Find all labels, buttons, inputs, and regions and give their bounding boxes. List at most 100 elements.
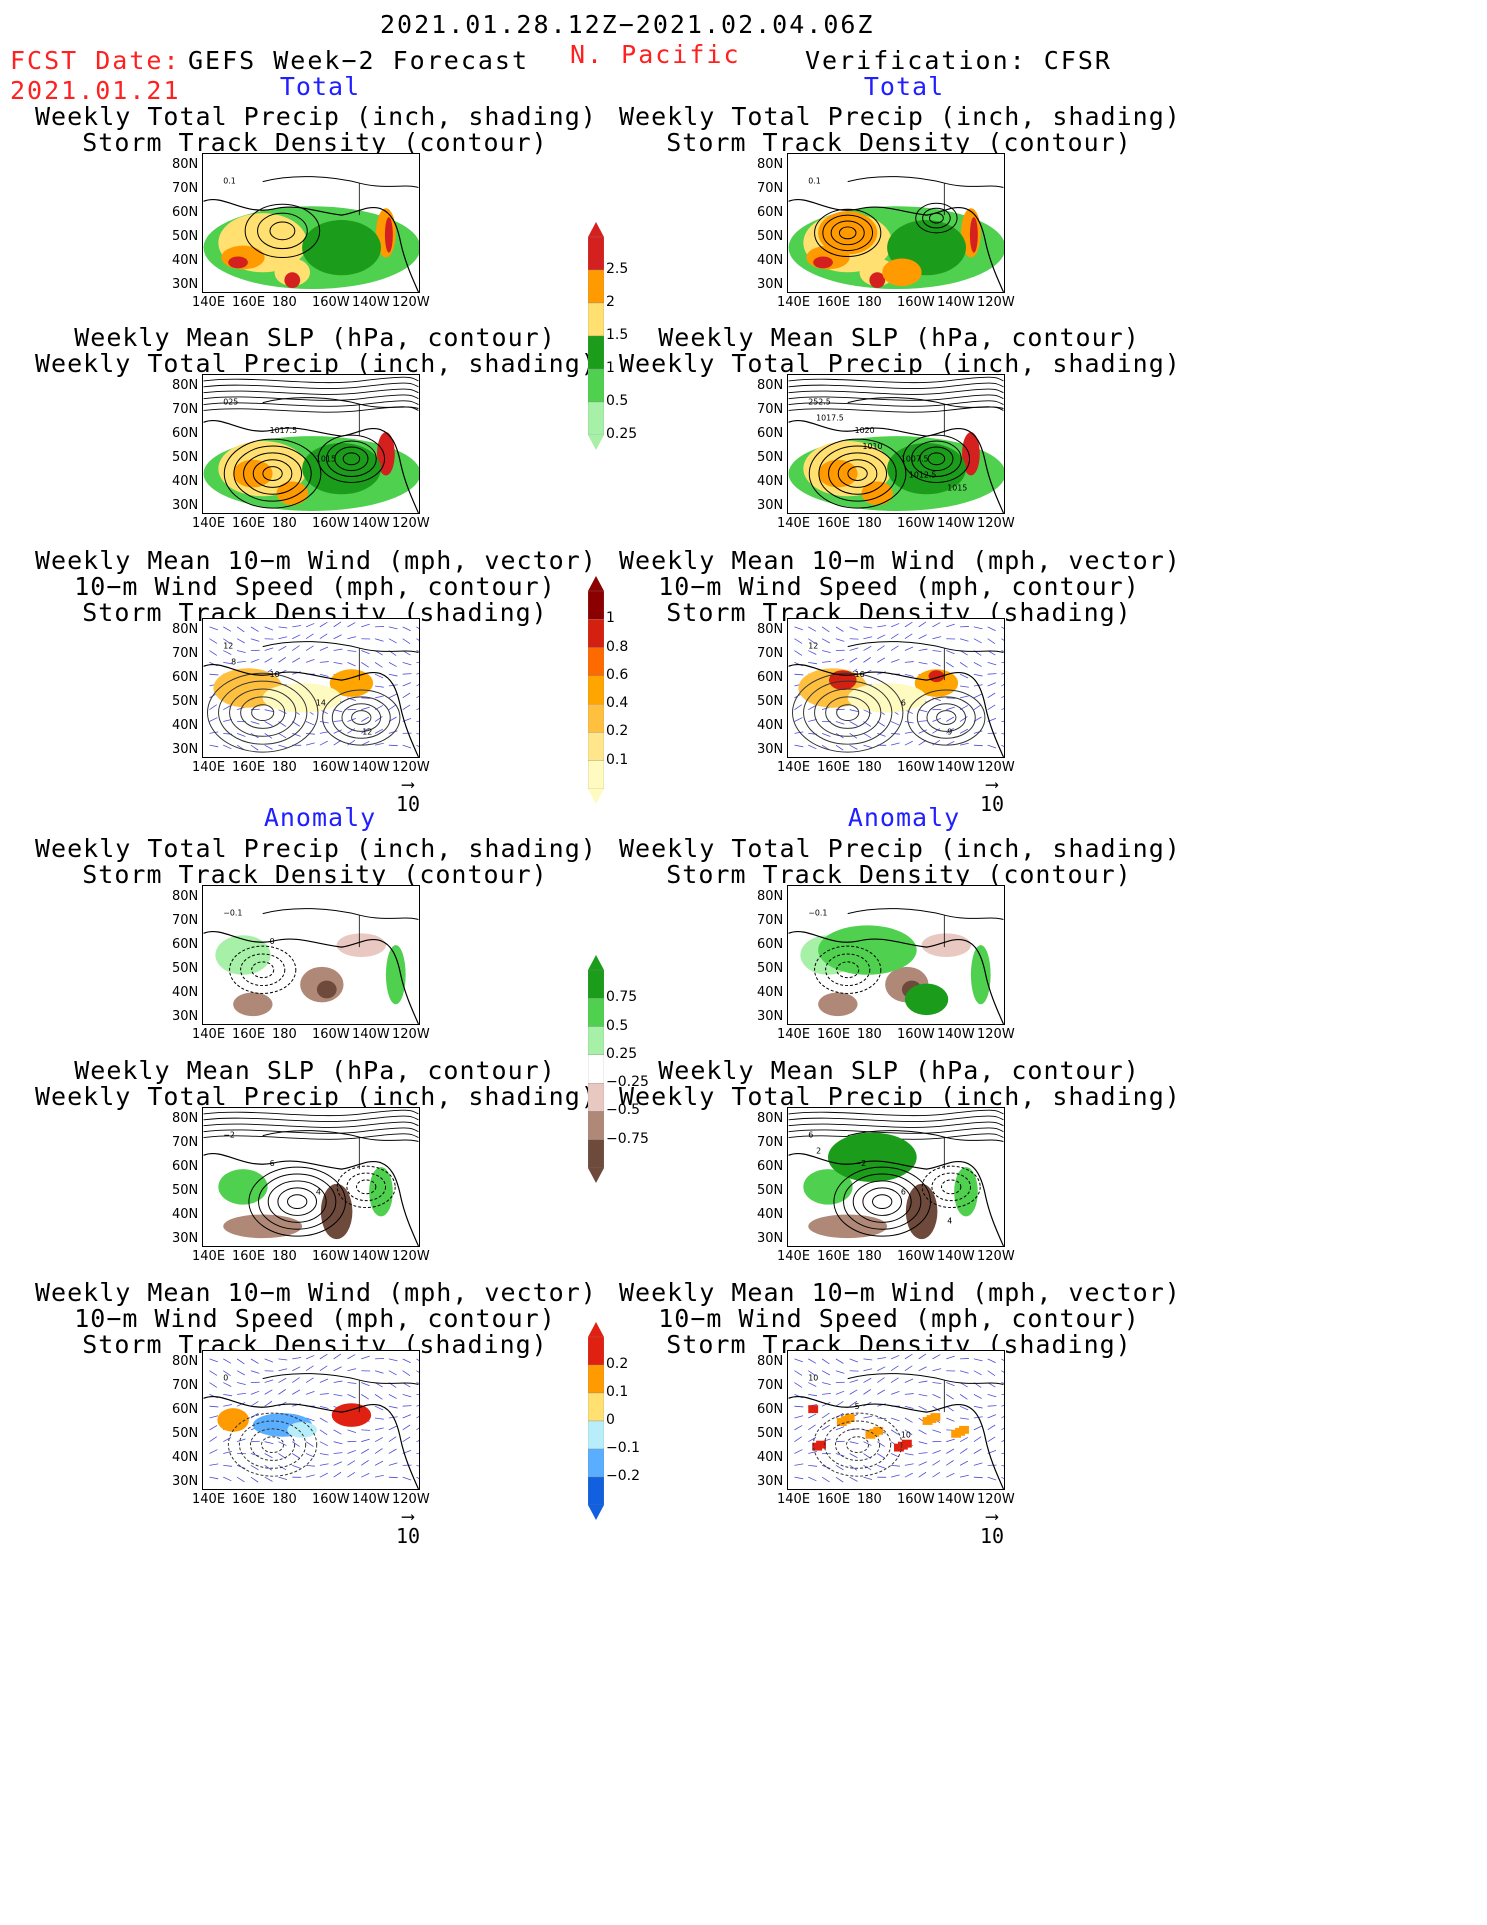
wind-speed-contour [229,688,297,737]
wind-vector [918,720,928,722]
lat-tick-label: 50N [757,1183,784,1198]
contour-label: 14 [316,699,326,708]
contour-label: 12 [808,642,818,651]
colorbar-storm-anom: 0.2 0.1 0 −0.1 −0.2 [587,1322,640,1520]
wind-vector [209,1382,218,1388]
wind-vector [918,1380,928,1383]
title-line: 10−m Wind Speed (mph, contour) [658,1304,1140,1333]
wind-vector [278,626,288,629]
colorbar-precip-total: 2.5 2 1.5 1 0.5 0.25 [587,222,637,450]
wind-vector [416,1416,419,1419]
map-canvas: −0.1 [787,885,1005,1025]
wind-vector [808,1437,817,1443]
wind-vector [388,744,398,747]
lat-tick-label: 80N [757,889,784,904]
wind-vector [1001,1416,1004,1419]
wind-vector [808,1370,816,1377]
lon-tick-label: 140E [192,1249,226,1264]
wind-vector [388,730,398,734]
verification-title: Verification: CFSR [805,46,1112,75]
colorbar-tick-label: 0.25 [606,426,638,442]
wind-vector [250,1465,259,1471]
contour-label: 1015 [947,483,967,492]
colorbar-tick-label: 0.1 [606,1384,629,1400]
wind-vector [932,1471,941,1478]
contour-label: 10 [901,1431,911,1440]
wind-vector [416,1440,419,1443]
wind-vector [973,673,983,677]
slp-anom-isobar [788,1133,1004,1140]
wind-vector [236,626,245,633]
wind-vector [904,721,914,724]
wind-vector [347,728,356,734]
wind-vector [932,1405,941,1412]
wind-vector [374,1370,384,1374]
lat-tick-label: 80N [757,622,784,637]
wind-vector [347,1450,356,1454]
wind-vector [959,638,969,642]
wind-vector [808,718,817,722]
wind-vector [959,728,969,734]
arctic-coastline [847,1130,1004,1142]
wind-vector [821,638,831,644]
lat-tick-label: 80N [757,157,784,172]
wind-vector [223,705,232,711]
map-panel-cfsr-precip-total: 0.1 80N 70N 60N 50N 40N 30N 140E 160E 180 160W 140W… [757,153,1015,310]
wind-vector [402,626,411,632]
wind-vector [333,1441,343,1445]
wind-vector [264,1465,273,1471]
wind-vector [209,1449,218,1454]
wind-vector [904,646,914,651]
wind-vector [361,741,370,746]
wind-vector [223,638,231,645]
slp-anom-isobar [788,1121,1004,1128]
wind-vector [361,662,369,668]
wind-vector [808,1358,817,1364]
title-line: Weekly Total Precip (inch, shading) [35,834,597,863]
lon-tick-label: 140E [192,1027,226,1042]
lon-tick-label: 160W [897,295,935,310]
wind-vector [835,744,844,751]
wind-speed-contour [251,704,275,722]
title-line: Weekly Total Precip (inch, shading) [619,834,1181,863]
section-anomaly-cfsr: Anomaly [847,803,961,832]
lon-tick-label: 160W [312,760,350,775]
wind-vector [918,621,927,628]
wind-vector [278,1368,288,1372]
wind-vector [250,1370,260,1374]
colorbar-canvas [587,1322,605,1520]
lon-tick-label: 160W [312,516,350,531]
wind-vector [209,1405,219,1408]
slp-isobar [902,434,971,483]
wind-vector [849,626,859,631]
slp-anom-isobar [843,1173,922,1230]
lon-tick-label: 180 [272,1492,297,1507]
wind-vector [918,1429,927,1435]
wind-vector [821,744,830,751]
wind-vector [264,626,274,631]
wind-vector [209,731,219,734]
title-line: Weekly Total Precip (inch, shading) [619,1082,1181,1111]
wind-vector [835,1358,844,1364]
colorbar-swatch [587,998,605,1027]
lon-tick-label: 120W [392,1027,430,1042]
coastline [788,199,1004,292]
wind-speed-contour [825,696,871,729]
wind-vector [278,744,288,749]
lat-tick-label: 80N [757,378,784,393]
lon-tick-label: 160E [817,1492,851,1507]
wind-vector [1001,708,1004,711]
wind-vector [416,695,419,699]
wind-vector [223,1382,232,1387]
wind-vector [973,1405,983,1409]
wind-vector [973,1358,983,1362]
wind-vector [374,1382,383,1388]
wind-vector [333,1393,343,1397]
wind-vector [347,1429,357,1434]
wind-vector [890,645,899,651]
wind-vector [835,1370,845,1374]
contour-label: 5 [855,1402,860,1411]
title-cfsr-slp-total: Weekly Mean SLP (hPa, contour) Weekly To… [619,325,1180,377]
precip-shade [969,217,978,253]
wind-vector [904,673,914,677]
